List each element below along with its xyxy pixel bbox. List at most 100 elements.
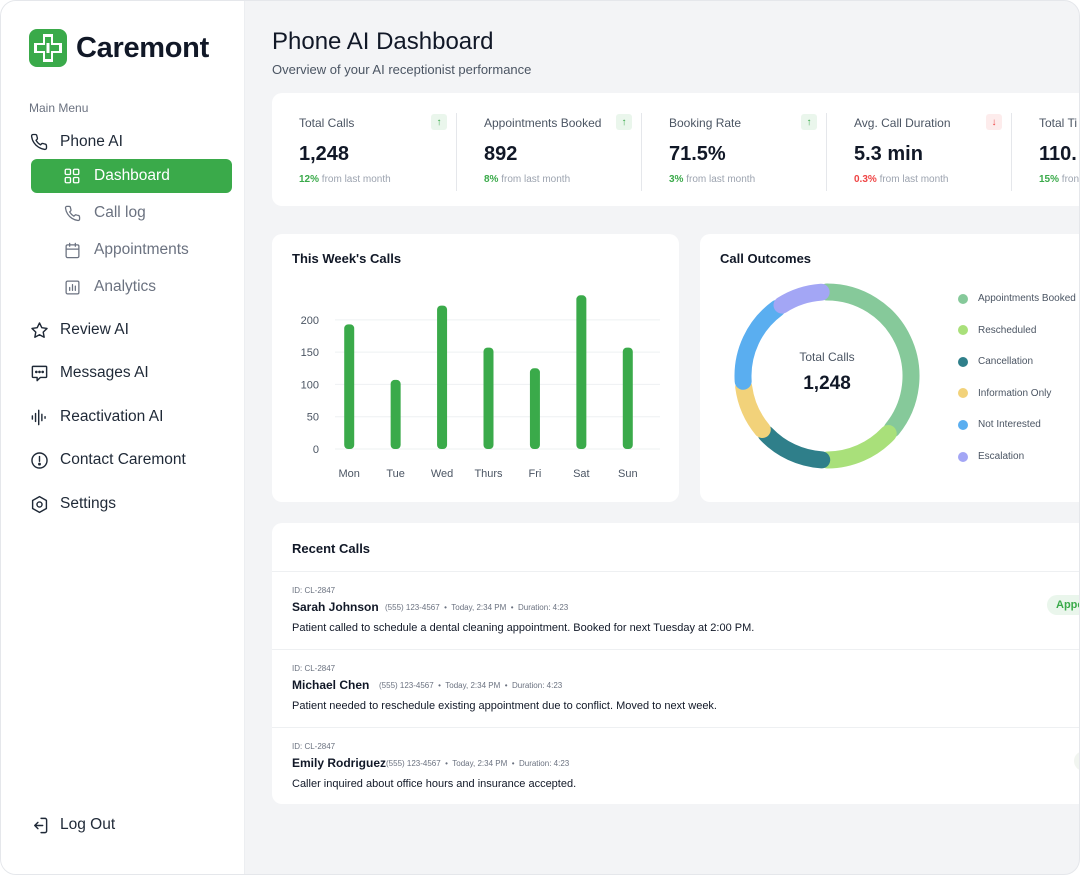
call-row[interactable]: ID: CL-2847 Sarah Johnson (555) 123-4567… (272, 571, 1079, 648)
legend-label: Information Only (978, 387, 1052, 399)
weekly-calls-chart: 0 50 100 150 200 Mon Tue Wed Thurs Fri Sat Sun (301, 295, 660, 480)
nav-reactivation-ai[interactable]: Reactivation AI (29, 400, 163, 434)
brand-name: Caremont (76, 31, 209, 64)
y-tick-label: 200 (301, 315, 319, 327)
kpi-summary-card: Total Calls ↑ 1,248 12% from last month … (272, 93, 1080, 206)
nav-appointments-label: Appointments (94, 241, 189, 258)
x-tick-label: Mon (339, 468, 360, 480)
star-icon (29, 320, 49, 340)
main-content: Phone AI Dashboard Overview of your AI r… (245, 1, 1079, 874)
kpi-value: 892 (484, 143, 518, 165)
nav-review-ai[interactable]: Review AI (29, 313, 129, 347)
logout-icon (29, 815, 49, 835)
legend-item: Rescheduled (958, 325, 1036, 336)
divider (1011, 113, 1012, 191)
nav-dashboard[interactable]: Dashboard (31, 159, 232, 193)
legend-item: Cancellation (958, 356, 1033, 367)
grid-icon (63, 167, 81, 185)
call-description: Caller inquired about office hours and i… (292, 778, 577, 790)
logo[interactable]: Caremont (29, 29, 209, 67)
x-tick-label: Wed (431, 468, 453, 480)
donut-slice[interactable] (819, 425, 897, 469)
nav-phone-ai[interactable]: Phone AI (29, 125, 123, 159)
recent-calls-card: Recent Calls ID: CL-2847 Sarah Johnson (… (272, 523, 1079, 804)
kpi-delta: 12% from last month (299, 174, 391, 185)
call-meta: (555) 123-4567 • Today, 2:34 PM • Durati… (386, 759, 570, 768)
kpi-value: 1,248 (299, 143, 350, 165)
x-tick-label: Sat (573, 468, 590, 480)
call-id: ID: CL-2847 (292, 664, 336, 673)
legend-swatch (958, 356, 968, 367)
bar[interactable] (344, 324, 355, 449)
nav-contact-caremont[interactable]: Contact Caremont (29, 443, 186, 477)
donut-slice[interactable] (773, 283, 830, 314)
call-row[interactable]: ID: CL-2847 Michael Chen (555) 123-4567 … (272, 649, 1079, 726)
nav-messages-ai[interactable]: Messages AI (29, 356, 149, 390)
call-row[interactable]: ID: CL-2847 Emily Rodriguez (555) 123-45… (272, 727, 1079, 804)
x-tick-label: Fri (529, 468, 542, 480)
bar[interactable] (483, 347, 494, 449)
donut-slice[interactable] (735, 378, 771, 439)
message-icon (29, 363, 49, 383)
bar[interactable] (529, 368, 540, 449)
donut-slice[interactable] (818, 283, 920, 438)
legend-swatch (958, 419, 968, 430)
nav-review-ai-label: Review AI (60, 321, 129, 338)
legend-label: Appointments Booked (978, 293, 1076, 304)
bar[interactable] (437, 305, 448, 449)
call-meta: (555) 123-4567 • Today, 2:34 PM • Durati… (379, 681, 563, 690)
kpi-appointments-booked: Appointments Booked ↑ 892 8% from last m… (457, 93, 642, 206)
kpi-delta: 15% fron (1039, 174, 1080, 185)
legend-label: Cancellation (978, 356, 1034, 368)
legend-item: Appointments Booked (958, 293, 1076, 304)
call-id: ID: CL-2847 (292, 586, 336, 595)
bar[interactable] (390, 379, 401, 449)
waveform-icon (29, 407, 49, 427)
kpi-delta: 3% from last month (669, 174, 756, 185)
donut-center-value: 1,248 (803, 373, 851, 394)
calendar-icon (63, 241, 81, 259)
phone-icon (29, 132, 49, 152)
nav-contact-caremont-label: Contact Caremont (60, 451, 186, 468)
logout-button[interactable]: Log Out (29, 808, 115, 842)
kpi-avg-call-duration: Avg. Call Duration ↓ 5.3 min 0.3% from l… (827, 93, 1012, 206)
caller-name: Michael Chen (292, 678, 370, 692)
nav-messages-ai-label: Messages AI (60, 364, 149, 381)
nav-dashboard-label: Dashboard (94, 167, 170, 184)
phone-icon (63, 204, 81, 222)
nav-appointments[interactable]: Appointments (31, 233, 232, 267)
bar[interactable] (622, 347, 633, 449)
nav-settings[interactable]: Settings (29, 487, 116, 521)
nav-analytics-label: Analytics (94, 278, 157, 295)
caller-name: Sarah Johnson (292, 600, 379, 614)
caller-name: Emily Rodriguez (292, 756, 387, 770)
arrow-down-icon: ↓ (986, 114, 1002, 130)
nav-phone-ai-label: Phone AI (60, 133, 123, 150)
nav-analytics[interactable]: Analytics (31, 270, 232, 304)
recent-calls-title: Recent Calls (292, 541, 371, 556)
bar[interactable] (576, 295, 587, 449)
call-description: Patient called to schedule a dental clea… (292, 622, 755, 634)
page-title: Phone AI Dashboard (272, 28, 494, 55)
sidebar: Caremont Main Menu Phone AI Dashboard Ca… (1, 1, 245, 874)
call-outcomes-card: Call Outcomes Total Calls 1,248 Appointm… (700, 234, 1079, 502)
donut-slice[interactable] (757, 425, 831, 469)
status-badge (1074, 751, 1079, 771)
nav-call-log[interactable]: Call log (31, 196, 232, 230)
kpi-label: Booking Rate (669, 116, 742, 130)
call-outcomes-chart (734, 283, 920, 469)
nav-call-log-label: Call log (94, 204, 146, 221)
call-outcomes-title: Call Outcomes (720, 251, 812, 266)
kpi-delta: 8% from last month (484, 174, 571, 185)
arrow-up-icon: ↑ (616, 114, 632, 130)
y-tick-label: 0 (313, 444, 319, 456)
legend-label: Escalation (978, 451, 1025, 462)
donut-slice[interactable] (734, 299, 786, 390)
legend-swatch (958, 293, 968, 304)
info-circle-icon (29, 450, 49, 470)
main-menu-heading: Main Menu (29, 101, 89, 115)
bar-chart-icon (63, 278, 81, 296)
legend-item: Information Only (958, 388, 1051, 399)
legend-swatch (958, 388, 968, 399)
y-tick-label: 50 (307, 412, 319, 424)
